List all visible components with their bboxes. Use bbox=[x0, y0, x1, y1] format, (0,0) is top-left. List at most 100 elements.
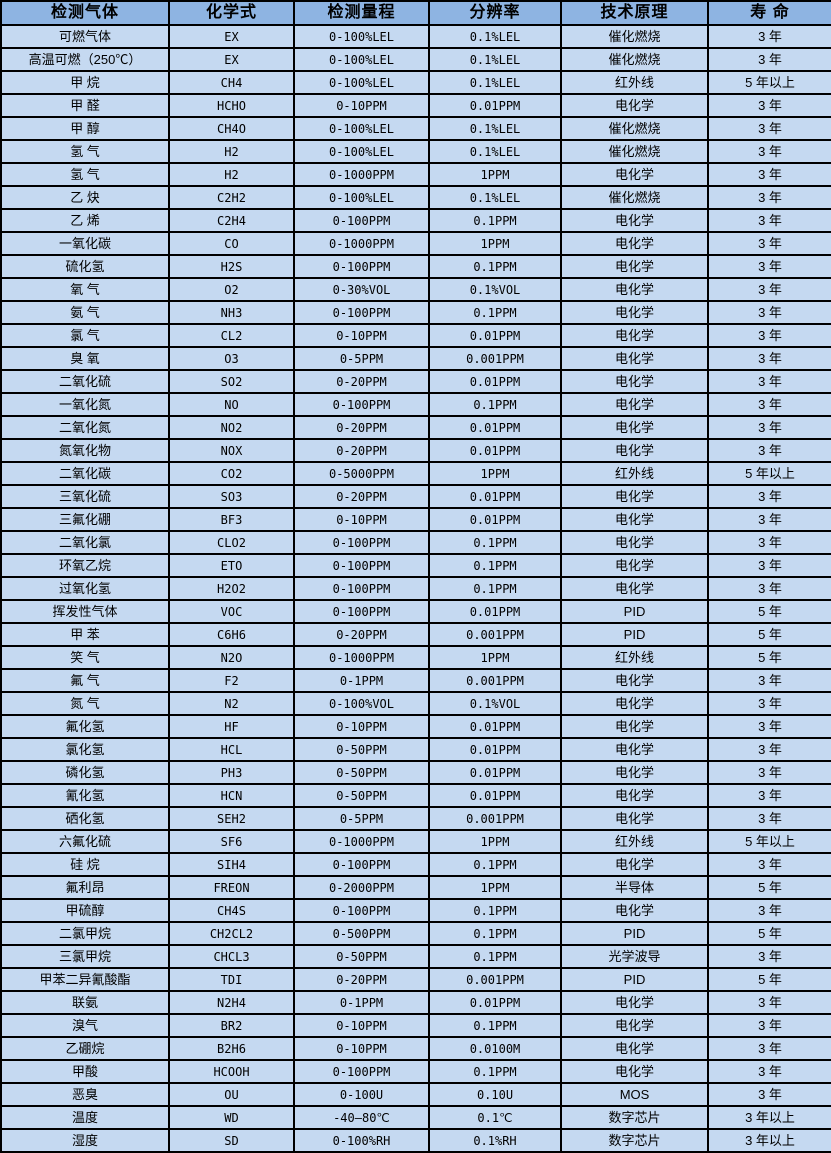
lifespan-cell: 3 年 bbox=[707, 254, 831, 279]
technology-principle-cell: 电化学 bbox=[560, 852, 709, 877]
resolution-cell: 0.1PPM bbox=[428, 208, 562, 233]
resolution-cell: 0.1%RH bbox=[428, 1128, 562, 1153]
detection-range-cell: 0-5PPM bbox=[293, 346, 430, 371]
technology-principle-cell: 红外线 bbox=[560, 645, 709, 670]
gas-name-cell: 甲 醛 bbox=[0, 93, 170, 118]
detection-range-cell: 0-100%LEL bbox=[293, 70, 430, 95]
gas-name-cell: 三氯甲烷 bbox=[0, 944, 170, 969]
lifespan-cell: 3 年 bbox=[707, 323, 831, 348]
gas-name-cell: 氢 气 bbox=[0, 139, 170, 164]
chemical-formula-cell: CH4S bbox=[168, 898, 295, 923]
technology-principle-cell: 电化学 bbox=[560, 1059, 709, 1084]
table-row: 三氧化硫 SO3 0-20PPM 0.01PPM 电化学 3 年 bbox=[0, 484, 831, 509]
gas-name-cell: 六氟化硫 bbox=[0, 829, 170, 854]
lifespan-cell: 3 年 bbox=[707, 277, 831, 302]
chemical-formula-cell: N2H4 bbox=[168, 990, 295, 1015]
detection-range-cell: 0-10PPM bbox=[293, 507, 430, 532]
chemical-formula-cell: BF3 bbox=[168, 507, 295, 532]
gas-name-cell: 高温可燃（250℃） bbox=[0, 47, 170, 72]
resolution-cell: 0.1PPM bbox=[428, 254, 562, 279]
gas-name-cell: 环氧乙烷 bbox=[0, 553, 170, 578]
resolution-cell: 0.1%LEL bbox=[428, 185, 562, 210]
lifespan-cell: 3 年 bbox=[707, 93, 831, 118]
chemical-formula-cell: C6H6 bbox=[168, 622, 295, 647]
technology-principle-cell: 电化学 bbox=[560, 208, 709, 233]
gas-name-cell: 氮氧化物 bbox=[0, 438, 170, 463]
lifespan-cell: 5 年 bbox=[707, 622, 831, 647]
lifespan-cell: 3 年 bbox=[707, 162, 831, 187]
lifespan-cell: 3 年 bbox=[707, 1059, 831, 1084]
technology-principle-cell: 电化学 bbox=[560, 346, 709, 371]
resolution-cell: 0.01PPM bbox=[428, 737, 562, 762]
chemical-formula-cell: VOC bbox=[168, 599, 295, 624]
lifespan-cell: 3 年 bbox=[707, 231, 831, 256]
chemical-formula-cell: H2 bbox=[168, 139, 295, 164]
chemical-formula-cell: NO2 bbox=[168, 415, 295, 440]
gas-name-cell: 甲 烷 bbox=[0, 70, 170, 95]
resolution-cell: 0.01PPM bbox=[428, 714, 562, 739]
gas-name-cell: 乙硼烷 bbox=[0, 1036, 170, 1061]
chemical-formula-cell: H2S bbox=[168, 254, 295, 279]
detection-range-cell: 0-20PPM bbox=[293, 622, 430, 647]
lifespan-cell: 3 年 bbox=[707, 990, 831, 1015]
technology-principle-cell: 电化学 bbox=[560, 530, 709, 555]
gas-name-cell: 乙 烯 bbox=[0, 208, 170, 233]
lifespan-cell: 3 年 bbox=[707, 484, 831, 509]
table-row: 二氯甲烷 CH2CL2 0-500PPM 0.1PPM PID 5 年 bbox=[0, 921, 831, 946]
gas-name-cell: 氧 气 bbox=[0, 277, 170, 302]
technology-principle-cell: 电化学 bbox=[560, 990, 709, 1015]
resolution-cell: 0.01PPM bbox=[428, 369, 562, 394]
detection-range-cell: 0-100%LEL bbox=[293, 139, 430, 164]
detection-range-cell: 0-20PPM bbox=[293, 415, 430, 440]
chemical-formula-cell: CH2CL2 bbox=[168, 921, 295, 946]
gas-name-cell: 溴气 bbox=[0, 1013, 170, 1038]
resolution-cell: 0.1PPM bbox=[428, 553, 562, 578]
table-row: 二氧化氯 CLO2 0-100PPM 0.1PPM 电化学 3 年 bbox=[0, 530, 831, 555]
table-row: 三氟化硼 BF3 0-10PPM 0.01PPM 电化学 3 年 bbox=[0, 507, 831, 532]
resolution-cell: 0.01PPM bbox=[428, 599, 562, 624]
resolution-cell: 1PPM bbox=[428, 461, 562, 486]
chemical-formula-cell: H2 bbox=[168, 162, 295, 187]
technology-principle-cell: 电化学 bbox=[560, 898, 709, 923]
resolution-cell: 0.001PPM bbox=[428, 622, 562, 647]
resolution-cell: 0.1%LEL bbox=[428, 24, 562, 49]
detection-range-cell: 0-5000PPM bbox=[293, 461, 430, 486]
lifespan-cell: 3 年 bbox=[707, 714, 831, 739]
chemical-formula-cell: OU bbox=[168, 1082, 295, 1107]
gas-name-cell: 甲酸 bbox=[0, 1059, 170, 1084]
gas-name-cell: 湿度 bbox=[0, 1128, 170, 1153]
lifespan-cell: 3 年 bbox=[707, 369, 831, 394]
table-row: 乙 炔 C2H2 0-100%LEL 0.1%LEL 催化燃烧 3 年 bbox=[0, 185, 831, 210]
column-header-detection-range: 检测量程 bbox=[293, 0, 430, 26]
lifespan-cell: 3 年 bbox=[707, 530, 831, 555]
chemical-formula-cell: C2H4 bbox=[168, 208, 295, 233]
lifespan-cell: 3 年 bbox=[707, 737, 831, 762]
table-row: 一氧化碳 CO 0-1000PPM 1PPM 电化学 3 年 bbox=[0, 231, 831, 256]
table-row: 乙 烯 C2H4 0-100PPM 0.1PPM 电化学 3 年 bbox=[0, 208, 831, 233]
detection-range-cell: 0-10PPM bbox=[293, 93, 430, 118]
lifespan-cell: 3 年 bbox=[707, 47, 831, 72]
chemical-formula-cell: O2 bbox=[168, 277, 295, 302]
detection-range-cell: 0-100PPM bbox=[293, 898, 430, 923]
table-row: 硫化氢 H2S 0-100PPM 0.1PPM 电化学 3 年 bbox=[0, 254, 831, 279]
chemical-formula-cell: HCN bbox=[168, 783, 295, 808]
lifespan-cell: 3 年 bbox=[707, 898, 831, 923]
technology-principle-cell: 电化学 bbox=[560, 93, 709, 118]
lifespan-cell: 5 年 bbox=[707, 599, 831, 624]
table-row: 氟利昂 FREON 0-2000PPM 1PPM 半导体 5 年 bbox=[0, 875, 831, 900]
resolution-cell: 1PPM bbox=[428, 645, 562, 670]
detection-range-cell: 0-2000PPM bbox=[293, 875, 430, 900]
detection-range-cell: 0-500PPM bbox=[293, 921, 430, 946]
detection-range-cell: 0-50PPM bbox=[293, 760, 430, 785]
technology-principle-cell: 催化燃烧 bbox=[560, 24, 709, 49]
detection-range-cell: 0-20PPM bbox=[293, 369, 430, 394]
detection-range-cell: 0-10PPM bbox=[293, 1036, 430, 1061]
detection-range-cell: 0-5PPM bbox=[293, 806, 430, 831]
table-row: 联氨 N2H4 0-1PPM 0.01PPM 电化学 3 年 bbox=[0, 990, 831, 1015]
chemical-formula-cell: CHCL3 bbox=[168, 944, 295, 969]
resolution-cell: 0.01PPM bbox=[428, 783, 562, 808]
detection-range-cell: 0-10PPM bbox=[293, 714, 430, 739]
chemical-formula-cell: HCOOH bbox=[168, 1059, 295, 1084]
lifespan-cell: 3 年 bbox=[707, 208, 831, 233]
detection-range-cell: 0-1PPM bbox=[293, 990, 430, 1015]
